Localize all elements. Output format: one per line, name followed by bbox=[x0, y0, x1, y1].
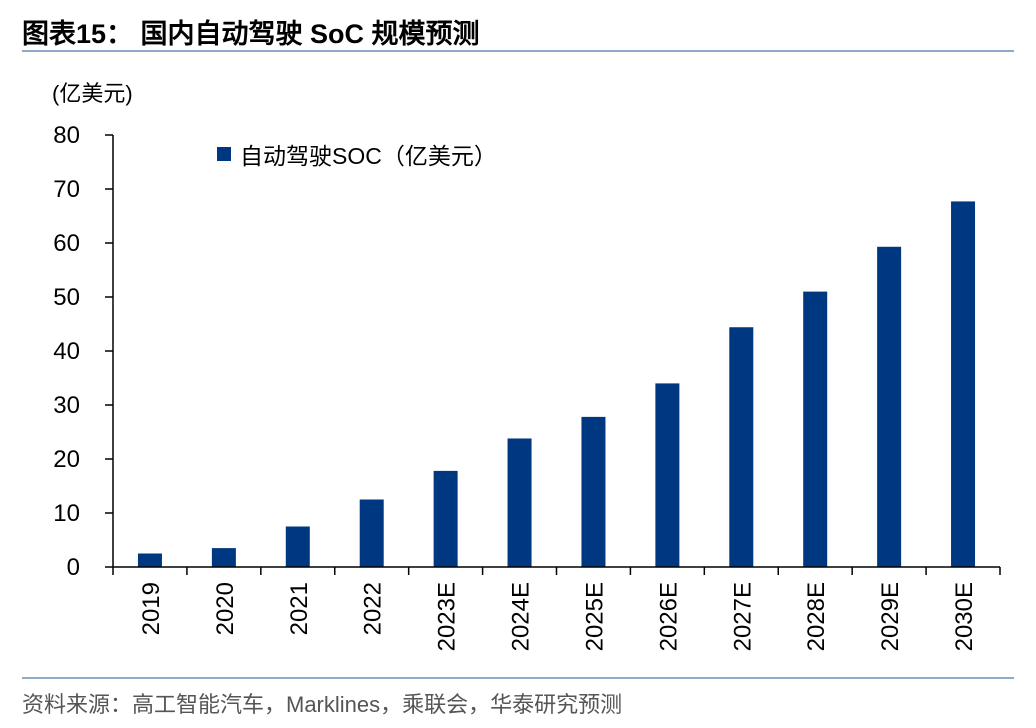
x-tick-label: 2019 bbox=[138, 582, 165, 635]
bar bbox=[729, 327, 754, 567]
y-tick-label: 80 bbox=[53, 122, 80, 149]
y-tick-label: 30 bbox=[53, 392, 80, 419]
figure-title: 图表15： 国内自动驾驶 SoC 规模预测 bbox=[22, 19, 480, 49]
source-note: 资料来源：高工智能汽车，Marklines，乘联会，华泰研究预测 bbox=[22, 692, 623, 717]
y-tick-label: 50 bbox=[53, 284, 80, 311]
x-tick-label: 2026E bbox=[655, 582, 682, 651]
bar-chart: (亿美元) 0 10 20 30 40 50 60 70 80 2019 2020 2021 2022 2… bbox=[52, 81, 1001, 651]
x-tick-label: 2024E bbox=[508, 582, 535, 651]
bar bbox=[211, 548, 236, 567]
bar bbox=[285, 526, 310, 567]
legend-swatch bbox=[217, 147, 231, 161]
source-divider bbox=[22, 677, 1014, 679]
bar bbox=[137, 553, 162, 567]
legend-label: 自动驾驶SOC（亿美元） bbox=[240, 143, 497, 169]
x-tick-label: 2020 bbox=[212, 582, 239, 635]
bar bbox=[951, 201, 976, 568]
x-tick-label: 2030E bbox=[951, 582, 978, 651]
y-tick-label: 70 bbox=[53, 176, 80, 203]
x-tick-label: 2027E bbox=[729, 582, 756, 651]
bar bbox=[803, 291, 828, 567]
x-tick-label: 2025E bbox=[581, 582, 608, 651]
bar bbox=[433, 470, 458, 567]
bar bbox=[507, 438, 532, 567]
legend: 自动驾驶SOC（亿美元） bbox=[217, 143, 497, 169]
title-divider bbox=[22, 50, 1014, 52]
bar bbox=[655, 383, 680, 567]
y-tick-label: 60 bbox=[53, 230, 80, 257]
x-tick-label: 2023E bbox=[434, 582, 461, 651]
y-tick-label: 20 bbox=[53, 446, 80, 473]
bar bbox=[359, 499, 384, 567]
x-tick-label: 2029E bbox=[877, 582, 904, 651]
bar bbox=[581, 416, 606, 567]
bar bbox=[877, 246, 902, 567]
x-tick-label: 2028E bbox=[803, 582, 830, 651]
x-tick-label: 2021 bbox=[286, 582, 313, 635]
y-unit-label: (亿美元) bbox=[52, 81, 133, 106]
y-tick-label: 40 bbox=[53, 338, 80, 365]
y-tick-label: 0 bbox=[67, 554, 80, 581]
y-tick-label: 10 bbox=[53, 500, 80, 527]
x-tick-label: 2022 bbox=[360, 582, 387, 635]
